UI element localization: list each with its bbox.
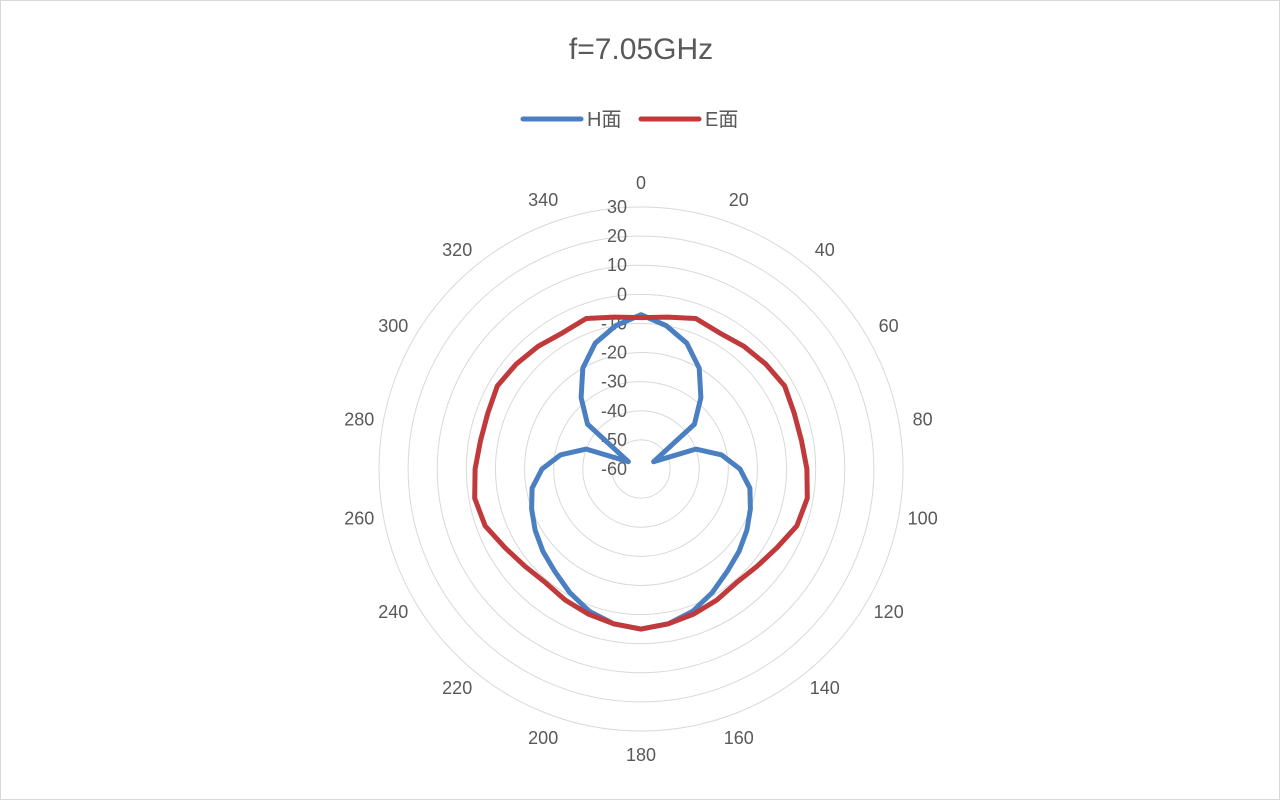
grid-ring — [465, 293, 817, 645]
grid-ring — [378, 206, 904, 732]
angle-tick-label: 80 — [913, 409, 933, 429]
grid-ring — [611, 439, 671, 499]
series-line — [529, 312, 753, 632]
grid-ring — [524, 352, 758, 586]
angle-tick-label: 140 — [810, 678, 840, 698]
radial-tick-label: 10 — [607, 255, 627, 275]
legend: H面 E面 — [520, 109, 738, 131]
angle-tick-label: 180 — [626, 745, 656, 765]
angle-tick-label: 300 — [378, 316, 408, 336]
series-line — [472, 314, 810, 632]
angle-tick-label: 340 — [528, 190, 558, 210]
radial-tick-label: 30 — [607, 197, 627, 217]
grid-rings — [378, 206, 904, 732]
angle-tick-label: 260 — [344, 509, 374, 529]
angle-tick-label: 320 — [442, 240, 472, 260]
radial-tick-label: -30 — [601, 372, 627, 392]
grid-ring — [553, 381, 729, 557]
legend-label: H面 — [587, 109, 621, 131]
angle-tick-label: 220 — [442, 678, 472, 698]
chart-title: f=7.05GHz — [569, 33, 713, 66]
angle-tick-label: 100 — [908, 509, 938, 529]
radial-tick-label: -20 — [601, 343, 627, 363]
angle-tick-label: 200 — [528, 728, 558, 748]
radial-tick-label: 0 — [617, 284, 627, 304]
angle-tick-labels: 0204060801001201401601802002202402602803… — [344, 173, 937, 765]
grid-ring — [494, 322, 788, 616]
radial-tick-label: -60 — [601, 459, 627, 479]
radial-tick-label: -40 — [601, 401, 627, 421]
grid-ring — [436, 264, 846, 674]
radial-tick-label: 20 — [607, 226, 627, 246]
angle-tick-label: 60 — [879, 316, 899, 336]
angle-tick-label: 20 — [729, 190, 749, 210]
angle-tick-label: 240 — [378, 602, 408, 622]
series-layer — [472, 312, 810, 632]
angle-tick-label: 120 — [874, 602, 904, 622]
angle-tick-label: 280 — [344, 409, 374, 429]
grid-ring — [407, 235, 875, 703]
legend-label: E面 — [705, 109, 738, 131]
grid-ring — [582, 410, 700, 528]
angle-tick-label: 0 — [636, 173, 646, 193]
angle-tick-label: 160 — [724, 728, 754, 748]
angle-tick-label: 40 — [815, 240, 835, 260]
